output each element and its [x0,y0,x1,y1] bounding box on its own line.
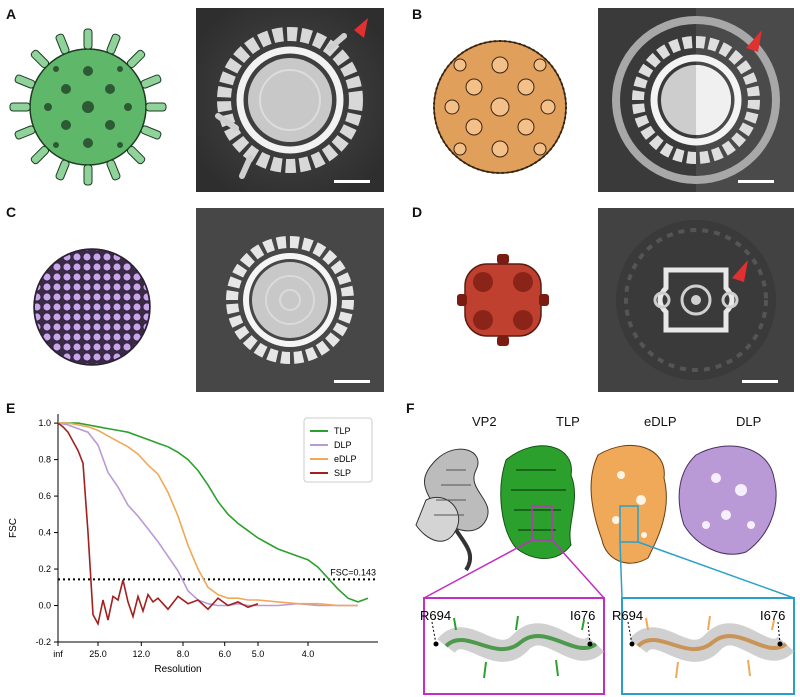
structure-label-vp2: VP2 [472,414,497,429]
arrow-marker [746,30,762,52]
edlp-cryoem-slice [598,8,794,192]
zoom-box-magenta [531,505,553,541]
x-tick-label: inf [53,649,63,659]
y-tick-label: 0.6 [38,491,51,501]
y-tick-label: 0.8 [38,455,51,465]
dlp-particle-render [33,248,151,366]
dlp-density [678,445,777,555]
edlp-particle-render [433,40,567,174]
x-tick-label: 8.0 [177,649,190,659]
arrow-marker [732,260,748,282]
legend-entry: DLP [334,440,352,450]
panel-label-c: C [6,204,17,220]
threshold-label: FSC=0.143 [330,567,376,577]
y-tick-label: 0.4 [38,528,51,538]
series-line-slp [57,422,259,627]
y-tick-label: -0.2 [35,637,51,647]
arrow-marker [354,18,368,38]
tlp-density [500,445,575,559]
scale-bar [334,180,370,183]
series-line-dlp [57,422,358,607]
vp2-density-panel: R694 I676 R694 I676 [415,445,795,695]
panel-label-e: E [6,400,16,416]
panel-label-b: B [412,6,423,22]
x-tick-label: 12.0 [133,649,151,659]
residue-label-left-end: I676 [570,608,595,623]
scale-bar [738,180,774,183]
legend-entry: SLP [334,468,351,478]
scale-bar [334,380,370,383]
series-line-tlp [58,422,369,603]
slp-particle-render [457,254,549,346]
series-line-edlp [58,422,358,607]
scale-bar [742,380,778,383]
y-tick-label: 1.0 [38,418,51,428]
legend-box [303,417,373,483]
x-tick-label: 5.0 [252,649,265,659]
x-tick-label: 6.0 [218,649,231,659]
tlp-particle-render [9,28,167,186]
legend-entry: TLP [334,426,351,436]
panel-label-d: D [412,204,423,220]
structure-label-edlp: eDLP [644,414,677,429]
y-tick-label: 0.2 [38,564,51,574]
residue-label-right-end: I676 [760,608,785,623]
fsc-chart: -0.2 0.0 0.2 0.4 0.6 0.8 1.0 inf 25.0 12.0 8.0 6.0 5… [8,414,378,675]
zoom-box-cyan [619,505,639,543]
x-tick-label: 4.0 [302,649,315,659]
x-tick-label: 25.0 [89,649,107,659]
residue-label-right-start: R694 [612,608,643,623]
residue-label-left-start: R694 [420,608,451,623]
vp2-ribbon [415,448,489,572]
panel-label-f: F [406,400,415,416]
y-tick-label: 0.0 [38,601,51,611]
dlp-cryoem-slice [196,208,384,392]
y-axis-label: FSC [8,518,19,538]
slp-cryoem-slice [598,208,794,392]
legend-entry: eDLP [334,454,357,464]
x-axis-label: Resolution [154,664,201,675]
panel-label-a: A [6,6,17,22]
edlp-density [590,445,667,564]
structure-label-tlp: TLP [556,414,580,429]
structure-label-dlp: DLP [736,414,762,429]
tlp-cryoem-slice [196,8,384,192]
